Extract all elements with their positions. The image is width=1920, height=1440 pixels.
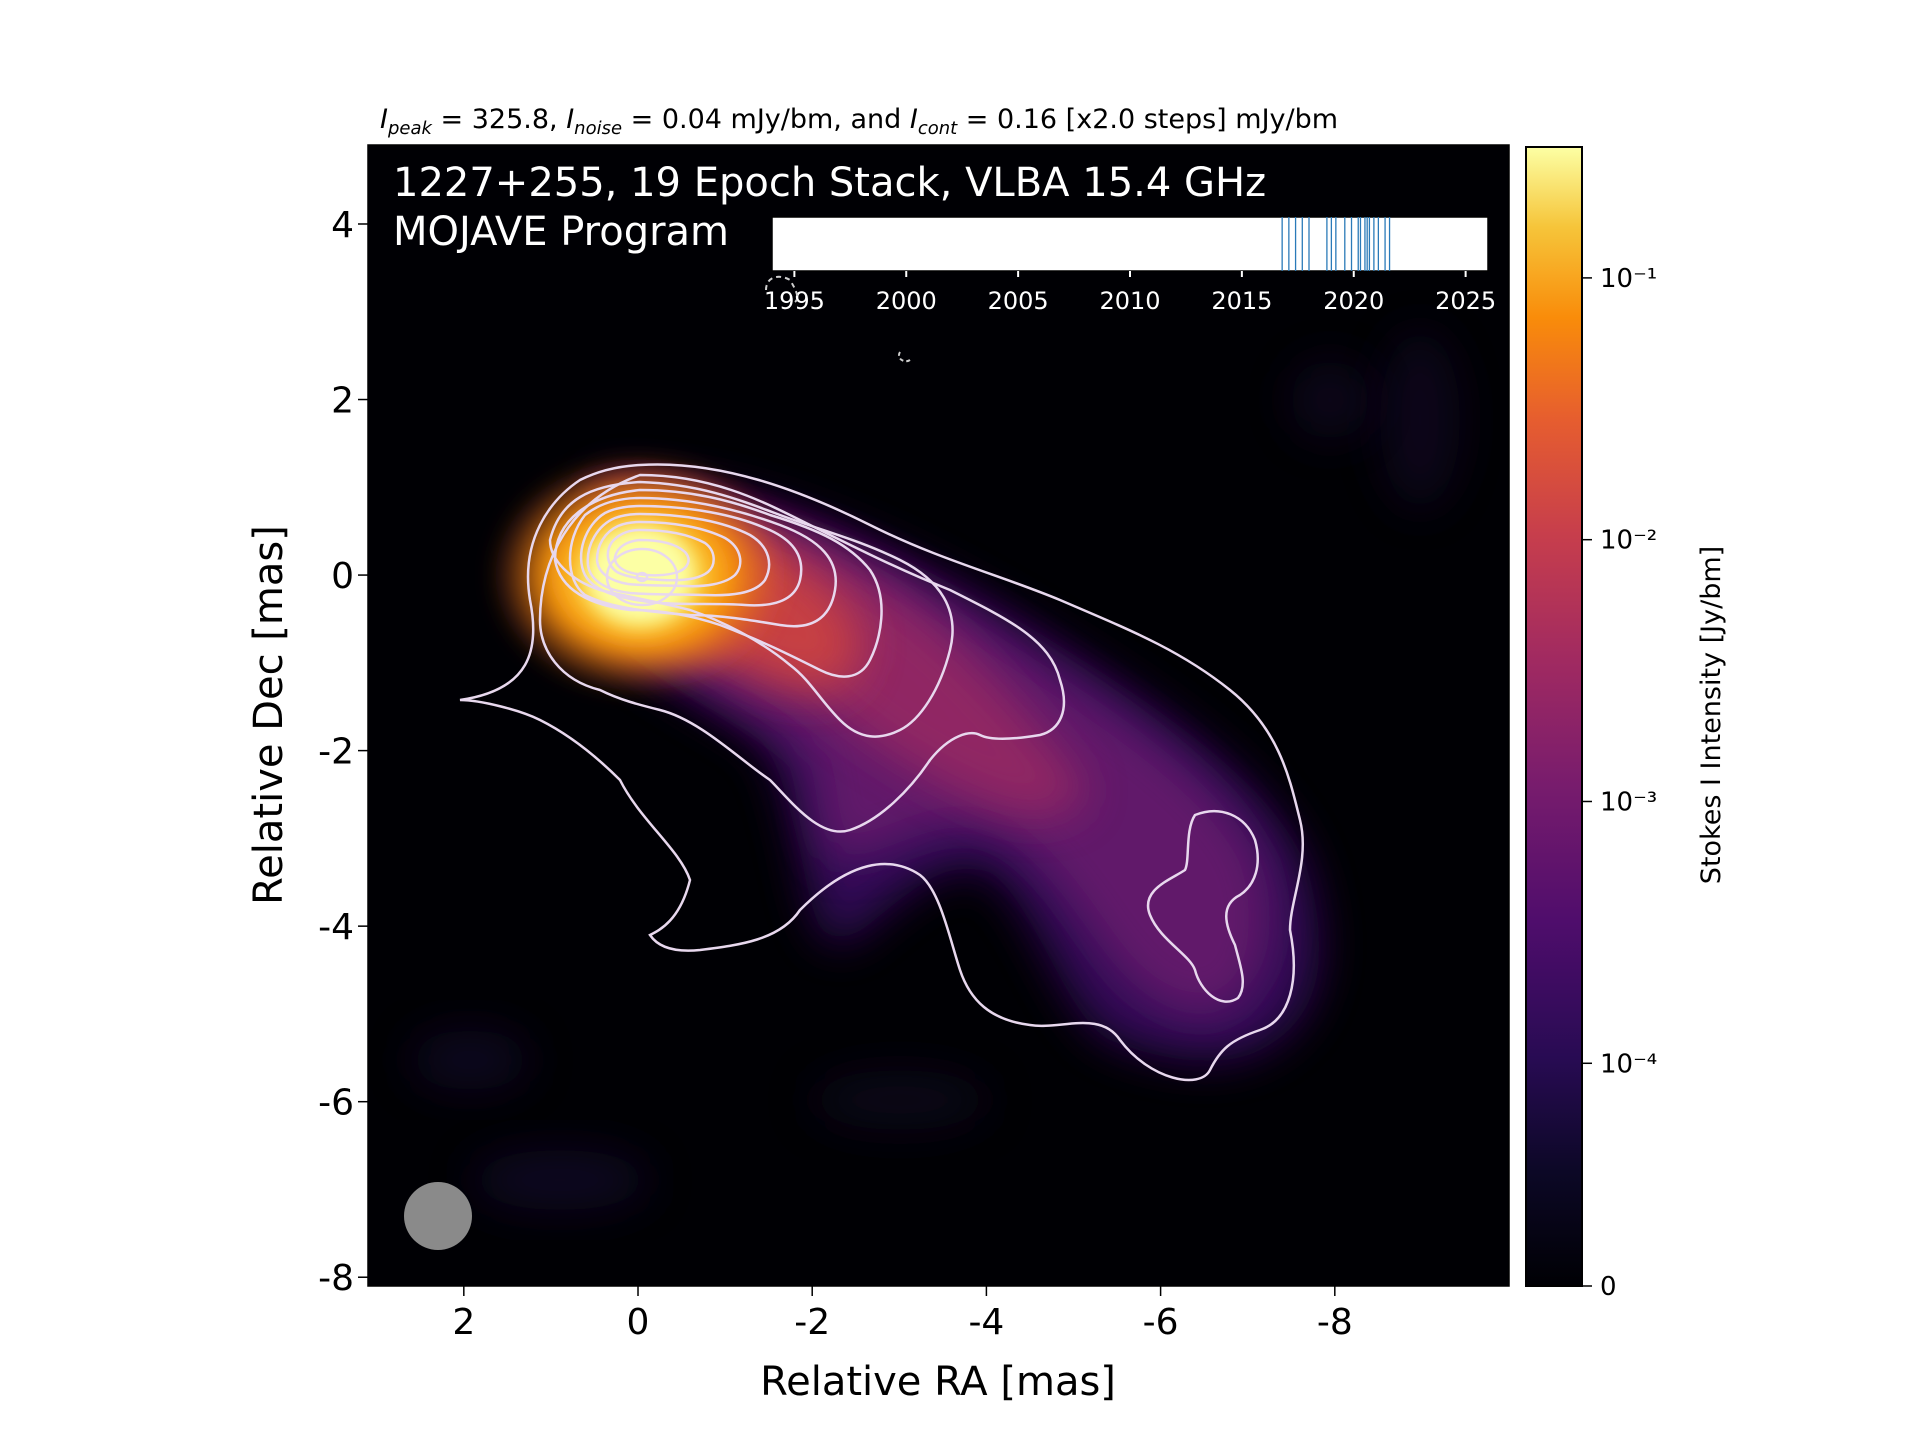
colorbar-tick-label: 10⁻² <box>1600 526 1657 556</box>
contour-level-2 <box>538 473 1066 833</box>
epoch-timeline-inset: 1995 2000 2005 2010 2015 2020 2025 <box>764 216 1496 315</box>
noise-feature <box>1290 360 1370 440</box>
contour-level-10 <box>613 538 690 577</box>
y-tick-label: 2 <box>331 381 354 422</box>
colorbar-tick-label: 10⁻⁴ <box>1600 1049 1657 1079</box>
timeline-tick-label: 1995 <box>764 287 825 315</box>
x-tick-label: 0 <box>627 1302 650 1343</box>
y-tick-label: 4 <box>331 205 354 246</box>
contour-level-11 <box>605 547 679 607</box>
beam-ellipse <box>404 1182 472 1250</box>
timeline-tick-label: 2020 <box>1323 287 1384 315</box>
y-axis-ticks: 4 2 0 -2 -4 -6 -8 <box>318 205 368 1299</box>
map-title-line2: MOJAVE Program <box>393 209 729 255</box>
colorbar-tick-label: 10⁻¹ <box>1600 264 1657 294</box>
contour-secondary-knot <box>1146 809 1259 1003</box>
timeline-tick-label: 2000 <box>876 287 937 315</box>
map-title-line1: 1227+255, 19 Epoch Stack, VLBA 15.4 GHz <box>393 160 1266 206</box>
dashed-contour <box>898 351 911 363</box>
contour-level-12 <box>635 571 649 583</box>
y-tick-label: -6 <box>318 1083 354 1124</box>
timeline-tick-label: 2025 <box>1435 287 1496 315</box>
y-tick-label: -4 <box>318 907 354 948</box>
noise-feature <box>1380 330 1460 510</box>
contour-outer <box>459 463 1305 1082</box>
epoch-lines <box>1281 217 1391 271</box>
x-tick-label: 2 <box>452 1302 475 1343</box>
colorbar-tick-label: 10⁻³ <box>1600 787 1657 817</box>
timeline-ticks: 1995 2000 2005 2010 2015 2020 2025 <box>764 271 1496 315</box>
contour-level-5 <box>568 496 837 628</box>
noise-feature <box>410 1030 530 1090</box>
contour-level-3 <box>548 480 954 738</box>
x-tick-label: -2 <box>794 1302 830 1343</box>
y-axis-label: Relative Dec [mas] <box>246 525 292 905</box>
contour-level-9 <box>606 528 715 582</box>
timeline-tick-label: 2010 <box>1099 287 1160 315</box>
contour-set <box>459 463 1305 1082</box>
contour-level-7 <box>586 512 771 597</box>
timeline-box <box>771 216 1489 272</box>
colorbar <box>1525 146 1583 1287</box>
x-tick-label: -8 <box>1317 1302 1353 1343</box>
x-tick-label: -6 <box>1143 1302 1179 1343</box>
colorbar-ticks: 10⁻¹ 10⁻² 10⁻³ 10⁻⁴ 0 <box>1582 264 1657 1302</box>
colorbar-label: Stokes I Intensity [Jy/bm] <box>1696 546 1727 884</box>
noise-feature <box>470 1150 650 1210</box>
x-axis-label: Relative RA [mas] <box>760 1359 1116 1405</box>
y-tick-label: 0 <box>331 556 354 597</box>
dashed-contour <box>765 275 799 303</box>
intensity-map: 1227+255, 19 Epoch Stack, VLBA 15.4 GHz … <box>368 145 1509 1286</box>
y-tick-label: -8 <box>318 1258 354 1299</box>
x-axis-ticks: 2 0 -2 -4 -6 -8 <box>452 1286 1353 1343</box>
colorbar-tick-label: 0 <box>1600 1272 1617 1302</box>
timeline-tick-label: 2015 <box>1211 287 1272 315</box>
noise-feature <box>810 1070 990 1130</box>
contour-level-4 <box>553 488 883 678</box>
contour-level-6 <box>579 504 803 607</box>
contour-level-8 <box>595 520 742 588</box>
plot-frame <box>367 144 1510 1287</box>
timeline-tick-label: 2005 <box>988 287 1049 315</box>
y-tick-label: -2 <box>318 732 354 773</box>
x-tick-label: -4 <box>968 1302 1004 1343</box>
map-header: Ipeak = 325.8, Inoise = 0.04 mJy/bm, and… <box>380 104 1338 139</box>
